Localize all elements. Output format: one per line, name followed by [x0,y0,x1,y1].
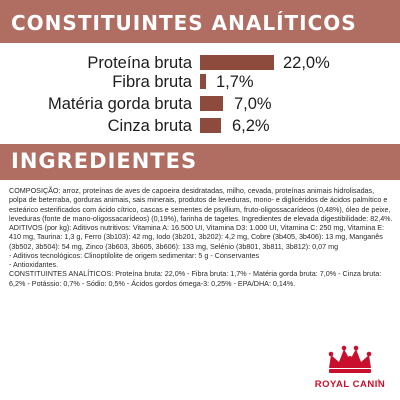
nutrient-bar [200,96,223,111]
nutrient-label: Matéria gorda bruta [48,95,192,113]
nutrient-label: Cinza bruta [107,117,192,135]
analytical-title: CONSTITUINTES ANALÍTICOS [11,11,357,35]
svg-text:®: ® [377,378,380,383]
nutrient-label: Fibra bruta [112,73,192,91]
nutrient-value: 7,0% [234,95,272,113]
svg-text:ROYAL CANIN: ROYAL CANIN [315,379,385,390]
antioxidants-line: - Antioxidantes. [9,260,59,269]
ingredients-title: INGREDIENTES [11,149,198,173]
nutrient-bar [200,74,206,89]
composition-paragraph: COMPOSIÇÃO: arroz, proteínas de aves de … [9,186,393,223]
nutrient-value: 6,2% [232,117,270,135]
nutrient-label: Proteína bruta [87,54,192,72]
ingredients-text: COMPOSIÇÃO: arroz, proteínas de aves de … [9,186,393,288]
constituents-paragraph: CONSTITUINTES ANALÍTICOS: Proteína bruta… [9,269,382,288]
additives-paragraph: ADITIVOS (por kg): Aditivos nutritivos: … [9,223,384,251]
nutrient-row-ash: Cinza bruta 6,2% [0,115,400,137]
nutrient-row-protein: Proteína bruta 22,0% [0,52,400,74]
ingredients-header: INGREDIENTES [0,144,400,180]
technological-additives: - Aditivos tecnológicos: Clinoptilolite … [9,250,260,260]
analytical-header: CONSTITUINTES ANALÍTICOS [0,0,400,43]
nutrient-row-fiber: Fibra bruta 1,7% [0,71,400,93]
nutrient-bar [200,118,221,133]
nutrient-value: 1,7% [216,73,254,91]
nutrient-row-fat: Matéria gorda bruta 7,0% [0,93,400,115]
nutrient-value: 22,0% [283,54,330,72]
nutrient-bar [200,55,274,70]
crown-icon [328,345,372,373]
royal-canin-logo: ROYAL CANIN ® [315,345,385,390]
